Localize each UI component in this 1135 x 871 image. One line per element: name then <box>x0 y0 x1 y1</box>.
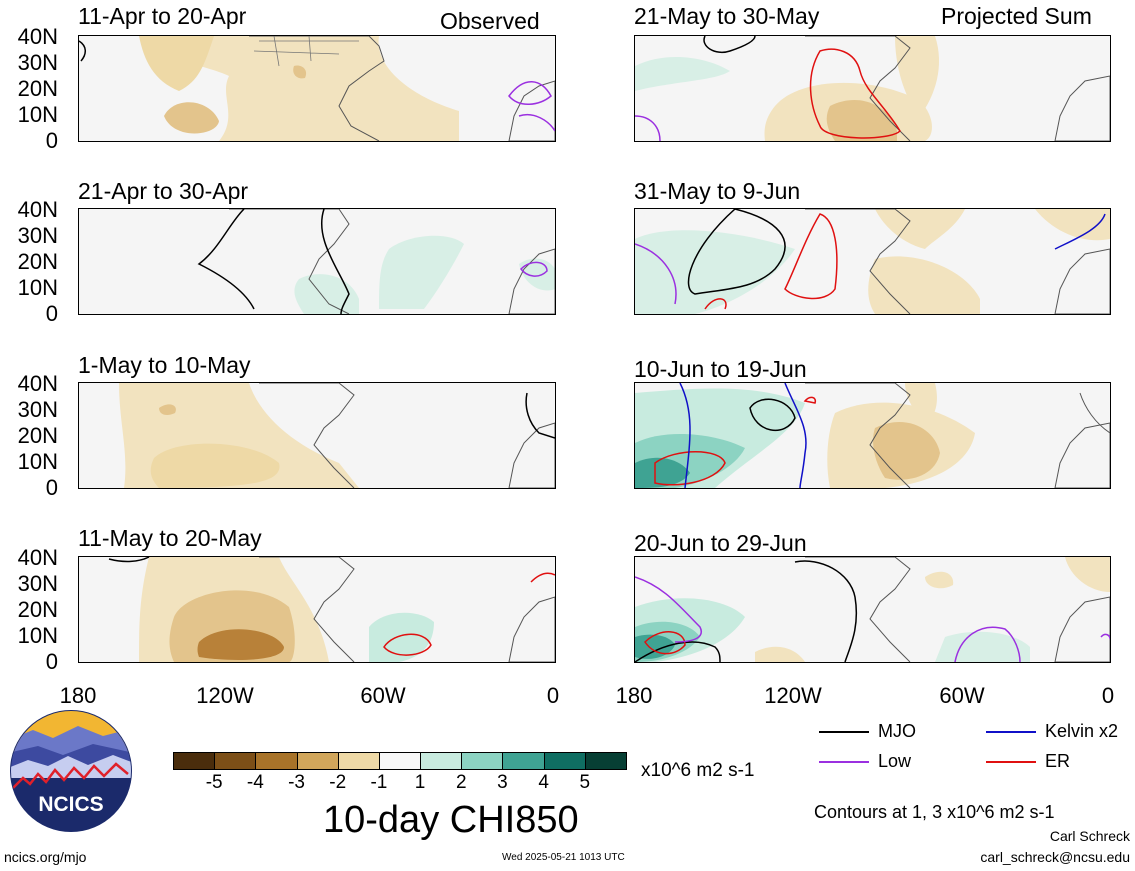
colorbar-tick-label: -1 <box>370 772 388 793</box>
footer-url: ncics.org/mjo <box>4 849 87 865</box>
lat-label: 40N <box>17 24 58 49</box>
colorbar-tick-label: 5 <box>579 772 591 793</box>
lat-label: 30N <box>17 50 58 75</box>
lat-label: 0 <box>45 301 58 326</box>
panel-title: 11-May to 20-May <box>78 525 262 551</box>
colorbar <box>173 752 627 770</box>
lat-label: 0 <box>45 475 58 500</box>
mjo-line-swatch <box>819 731 869 733</box>
lon-label: 180 <box>59 683 97 708</box>
colorbar-cell <box>296 752 339 770</box>
lat-label: 30N <box>17 397 58 422</box>
colorbar-tick-label: -3 <box>288 772 305 793</box>
colorbar-tick-label: 4 <box>538 772 549 793</box>
colorbar-labels: -5 -4 -3 -2 -1 1 2 3 4 5 <box>173 772 626 796</box>
lat-label: 10N <box>17 275 58 300</box>
colorbar-cell <box>255 752 298 770</box>
colorbar-cell <box>378 752 422 770</box>
legend-label-er: ER <box>1045 751 1071 771</box>
lon-label: 120W <box>196 683 254 708</box>
lat-label: 20N <box>17 423 58 448</box>
logo-text: NCICS <box>38 793 103 816</box>
lon-label: 0 <box>1101 683 1115 708</box>
colorbar-cell <box>337 752 380 770</box>
lon-label: 180 <box>615 683 653 708</box>
legend-label-kelvin: Kelvin x2 <box>1045 721 1119 741</box>
map-panel-observed-2 <box>78 208 556 315</box>
lat-label: 20N <box>17 597 58 622</box>
projected-sum-label: Projected Sum <box>941 3 1092 29</box>
map-panel-observed-3 <box>78 382 556 489</box>
panel-title: 11-Apr to 20-Apr <box>78 3 247 29</box>
figure-title: 10-day CHI850 <box>323 799 579 841</box>
panel-title: 21-Apr to 30-Apr <box>78 178 249 204</box>
colorbar-cell <box>214 752 257 770</box>
observed-label: Observed <box>440 8 540 34</box>
lat-label: 10N <box>17 449 58 474</box>
map-panel-projected-2 <box>634 208 1111 315</box>
panel-title: 1-May to 10-May <box>78 352 251 378</box>
panel-title: 10-Jun to 19-Jun <box>634 356 807 382</box>
map-panel-observed-4 <box>78 556 556 663</box>
lon-label: 120W <box>764 683 822 708</box>
er-line-swatch <box>986 761 1036 763</box>
colorbar-tick-label: -5 <box>205 772 223 793</box>
lat-label: 30N <box>17 571 58 596</box>
lat-label: 20N <box>17 249 58 274</box>
lat-label: 40N <box>17 371 58 396</box>
lon-label: 0 <box>546 683 560 708</box>
lat-label: 0 <box>45 128 58 153</box>
panel-title: 21-May to 30-May <box>634 3 820 29</box>
colorbar-cell <box>420 752 463 770</box>
legend-label-low: Low <box>878 751 912 771</box>
lat-label: 0 <box>45 649 58 674</box>
map-panel-projected-1 <box>634 35 1111 142</box>
colorbar-tick-label: 1 <box>414 772 426 793</box>
map-panel-observed-1 <box>78 35 556 142</box>
footer-timestamp: Wed 2025-05-21 1013 UTC <box>502 852 625 863</box>
footer-author: Carl Schreck <box>1049 828 1130 844</box>
map-panel-projected-3 <box>634 382 1111 489</box>
panel-title: 31-May to 9-Jun <box>634 178 801 204</box>
contour-note: Contours at 1, 3 x10^6 m2 s-1 <box>814 802 1055 822</box>
lat-label: 20N <box>17 76 58 101</box>
lat-label: 10N <box>17 623 58 648</box>
colorbar-cell <box>461 752 504 770</box>
lon-label: 60W <box>939 683 985 708</box>
lat-label: 40N <box>17 197 58 222</box>
ncics-logo: NCICS <box>8 708 134 834</box>
colorbar-cell <box>543 752 586 770</box>
lon-label: 60W <box>360 683 406 708</box>
colorbar-tick-label: 3 <box>497 772 508 793</box>
low-line-swatch <box>819 761 869 763</box>
lat-label: 10N <box>17 102 58 127</box>
colorbar-tick-label: -2 <box>329 772 347 793</box>
kelvin-line-swatch <box>986 731 1036 733</box>
lat-label: 40N <box>17 545 58 570</box>
lat-label: 30N <box>17 223 58 248</box>
colorbar-cell <box>502 752 545 770</box>
map-panel-projected-4 <box>634 556 1111 663</box>
colorbar-cell <box>173 752 216 770</box>
colorbar-cell <box>584 752 627 770</box>
colorbar-units: x10^6 m2 s-1 <box>641 760 755 781</box>
footer-email: carl_schreck@ncsu.edu <box>980 849 1130 865</box>
legend-label-mjo: MJO <box>878 721 916 741</box>
colorbar-tick-label: -4 <box>246 772 264 793</box>
colorbar-tick-label: 2 <box>455 772 467 793</box>
panel-title: 20-Jun to 29-Jun <box>634 530 807 556</box>
